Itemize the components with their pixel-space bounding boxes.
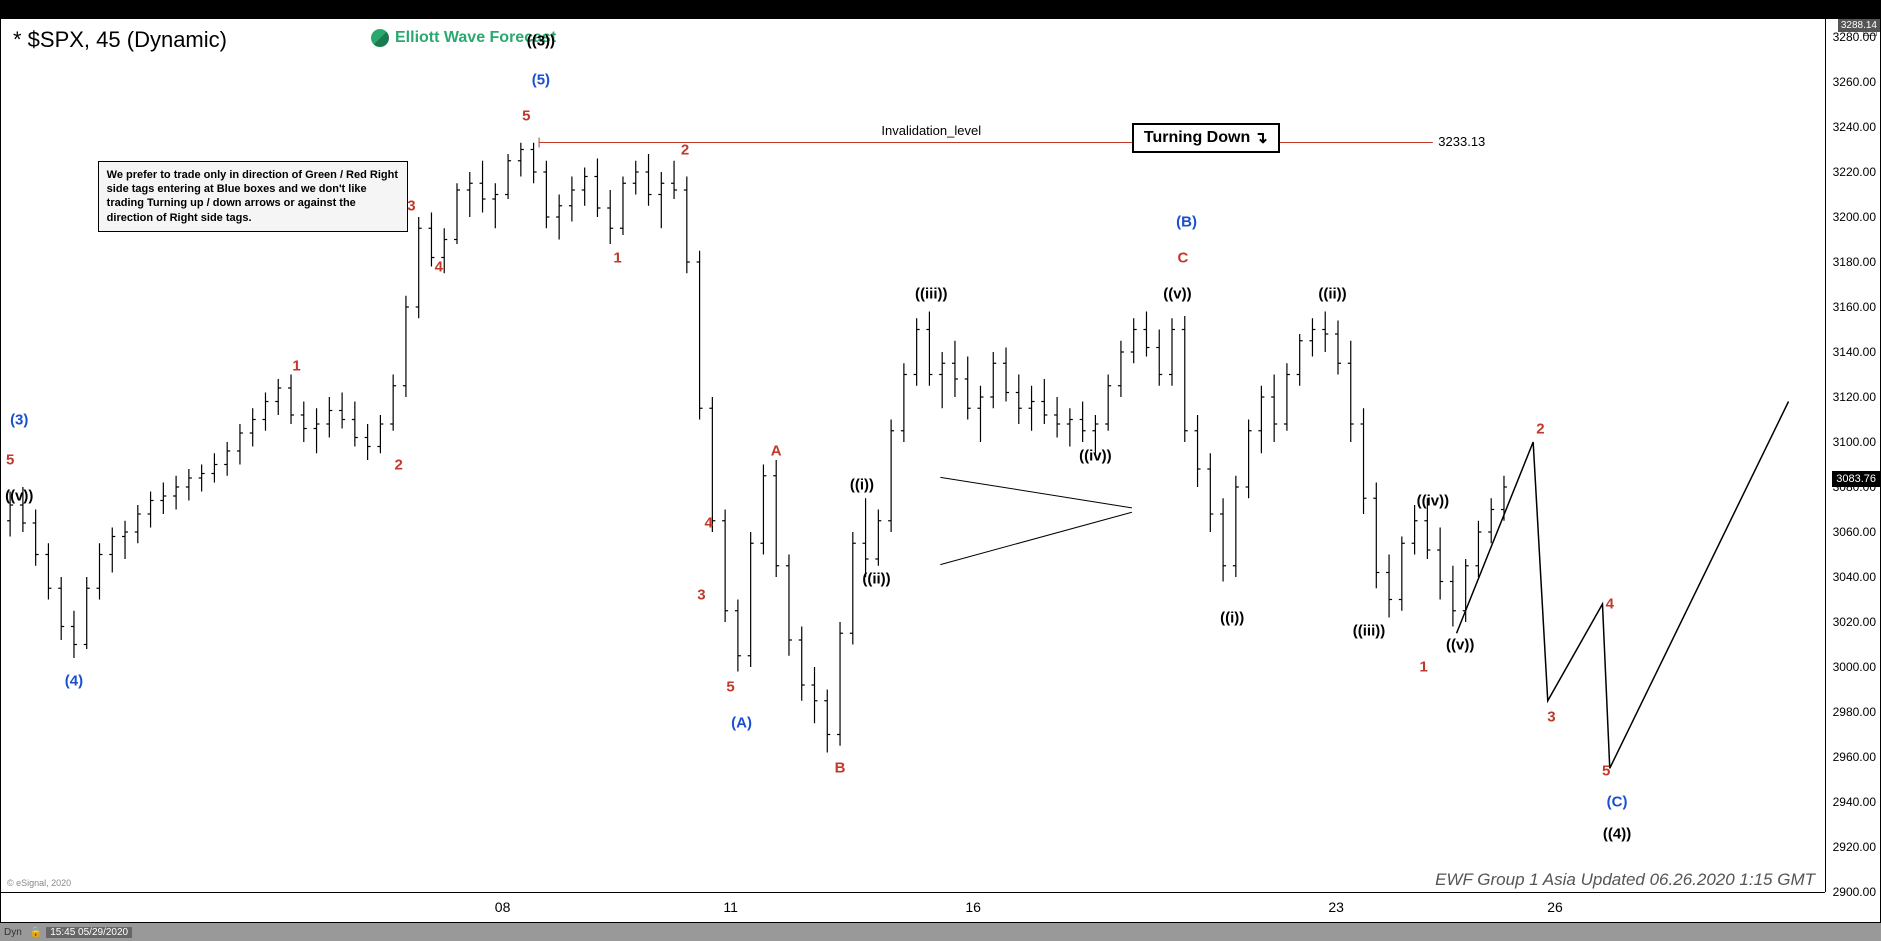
wave-label: ((ii)) (1318, 285, 1346, 302)
plot-area[interactable]: Invalidation_level 3233.13 Turning Down↴ We… (1, 19, 1825, 892)
info-box: We prefer to trade only in direction of … (98, 161, 408, 232)
wave-label: ((v)) (1163, 285, 1191, 302)
y-tick: 3100.00 (1833, 435, 1876, 449)
wave-label: 2 (1536, 420, 1544, 437)
x-tick: 16 (965, 899, 981, 915)
wave-label: 3 (407, 197, 415, 214)
invalidation-value: 3233.13 (1438, 134, 1485, 149)
y-tick: 2980.00 (1833, 705, 1876, 719)
wave-label: 3 (697, 586, 705, 603)
x-tick: 08 (495, 899, 511, 915)
wave-label: 2 (681, 141, 689, 158)
wave-label: (3) (10, 411, 28, 428)
wave-label: ((i)) (1220, 609, 1244, 626)
wave-label: 4 (435, 258, 443, 275)
price-top-badge: 3288.14 (1838, 19, 1880, 32)
wave-label: B (835, 760, 846, 777)
wave-label: 5 (1602, 762, 1610, 779)
x-tick: 23 (1328, 899, 1344, 915)
footer-update-text: EWF Group 1 Asia Updated 06.26.2020 1:15… (1435, 870, 1815, 890)
wave-label: ((i)) (850, 476, 874, 493)
y-tick: 3200.00 (1833, 210, 1876, 224)
wave-label: ((ii)) (862, 571, 890, 588)
wave-label: 2 (394, 456, 402, 473)
y-axis: 2900.002920.002940.002960.002980.003000.… (1825, 19, 1880, 892)
y-tick: 3000.00 (1833, 660, 1876, 674)
wave-label: (A) (731, 715, 752, 732)
wave-label: 1 (613, 249, 621, 266)
turning-down-text: Turning Down (1144, 129, 1250, 147)
wave-label: ((iv)) (1079, 447, 1112, 464)
y-tick: 2960.00 (1833, 750, 1876, 764)
wave-label: (4) (65, 672, 83, 689)
wave-label: ((4)) (1603, 825, 1631, 842)
wave-label: 4 (1606, 596, 1614, 613)
copyright-text: © eSignal, 2020 (7, 878, 71, 888)
wave-label: ((3)) (527, 33, 555, 50)
wave-label: ((iii)) (915, 285, 947, 302)
x-tick: 11 (723, 899, 738, 915)
wave-label: A (771, 443, 782, 460)
wave-label: 5 (726, 679, 734, 696)
wave-label: (C) (1607, 794, 1628, 811)
wave-label: 3 (1547, 708, 1555, 725)
y-tick: 3060.00 (1833, 525, 1876, 539)
y-tick: 3260.00 (1833, 75, 1876, 89)
wave-label: 5 (6, 452, 14, 469)
dyn-label: Dyn (0, 927, 26, 938)
wave-label: ((iv)) (1417, 492, 1450, 509)
turning-down-badge: Turning Down↴ (1132, 123, 1280, 153)
bottom-status-bar: Dyn 🔒 15:45 05/29/2020 (0, 923, 1881, 941)
wave-label: 1 (292, 357, 300, 374)
x-axis: 08 11 16 23 26 (1, 892, 1825, 922)
price-current-badge: 3083.76 (1832, 471, 1880, 487)
y-tick: 3140.00 (1833, 345, 1876, 359)
wave-label: ((iii)) (1353, 623, 1385, 640)
y-tick: 3280.00 (1833, 30, 1876, 44)
wave-label: ((v)) (5, 488, 33, 505)
chart-container: * $SPX, 45 (Dynamic) Elliott Wave Foreca… (0, 18, 1881, 923)
y-tick: 3120.00 (1833, 390, 1876, 404)
y-tick: 3020.00 (1833, 615, 1876, 629)
y-tick: 3240.00 (1833, 120, 1876, 134)
wave-label: (5) (532, 71, 550, 88)
wave-label: (B) (1176, 213, 1197, 230)
window-titlebar (0, 0, 1881, 18)
lock-icon: 🔒 (26, 927, 46, 938)
timestamp-badge: 15:45 05/29/2020 (46, 927, 132, 938)
y-tick: 3160.00 (1833, 300, 1876, 314)
y-tick: 3040.00 (1833, 570, 1876, 584)
wave-label: 4 (705, 515, 713, 532)
wave-label: 1 (1420, 659, 1428, 676)
x-tick: 26 (1547, 899, 1563, 915)
wave-label: C (1178, 249, 1189, 266)
y-tick: 2900.00 (1833, 885, 1876, 899)
y-tick: 2940.00 (1833, 795, 1876, 809)
wave-label: ((v)) (1446, 636, 1474, 653)
y-tick: 3180.00 (1833, 255, 1876, 269)
y-tick: 3220.00 (1833, 165, 1876, 179)
arrow-down-right-icon: ↴ (1254, 128, 1267, 148)
price-bars-svg (1, 19, 1825, 892)
y-tick: 2920.00 (1833, 840, 1876, 854)
wave-label: 5 (522, 107, 530, 124)
invalidation-label: Invalidation_level (881, 123, 981, 138)
